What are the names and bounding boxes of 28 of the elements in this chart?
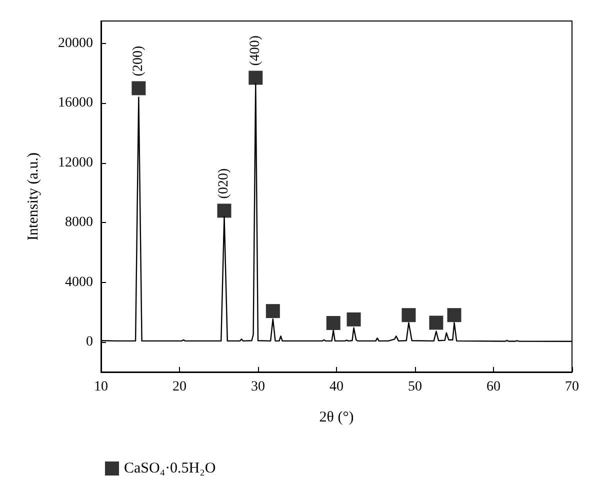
point — [248, 70, 263, 85]
x-tick-label: 50 — [408, 380, 422, 394]
x-tick-label: 40 — [330, 380, 344, 394]
legend-label: CaSO₄·0.5H₂O — [124, 460, 216, 476]
annotation: (200) — [131, 46, 146, 76]
point — [266, 304, 280, 318]
point — [447, 308, 462, 322]
point — [217, 204, 232, 218]
x-tick-label: 20 — [172, 380, 186, 394]
point — [402, 308, 416, 322]
y-tick-label: 4000 — [65, 274, 93, 290]
point — [346, 312, 361, 326]
annotation: (400) — [248, 35, 264, 66]
x-tick-label: 70 — [565, 380, 579, 394]
y-tick-label: 20000 — [58, 36, 93, 51]
x-tick-label: 30 — [251, 380, 265, 394]
x-tick-label: 10 — [94, 380, 108, 394]
y-tick-label: 0 — [86, 334, 93, 350]
y-tick-label: 16000 — [58, 96, 93, 111]
y-axis-title: Intensity (a.u.) — [26, 152, 42, 240]
annotation: (020) — [216, 168, 232, 199]
y-tick-label: 12000 — [58, 155, 93, 170]
point — [132, 81, 146, 96]
x-tick-label: 60 — [486, 380, 500, 394]
y-tick-label: 8000 — [65, 215, 93, 230]
x-axis-title: 2θ (°) — [319, 410, 354, 426]
point — [326, 316, 340, 330]
point — [429, 316, 444, 330]
